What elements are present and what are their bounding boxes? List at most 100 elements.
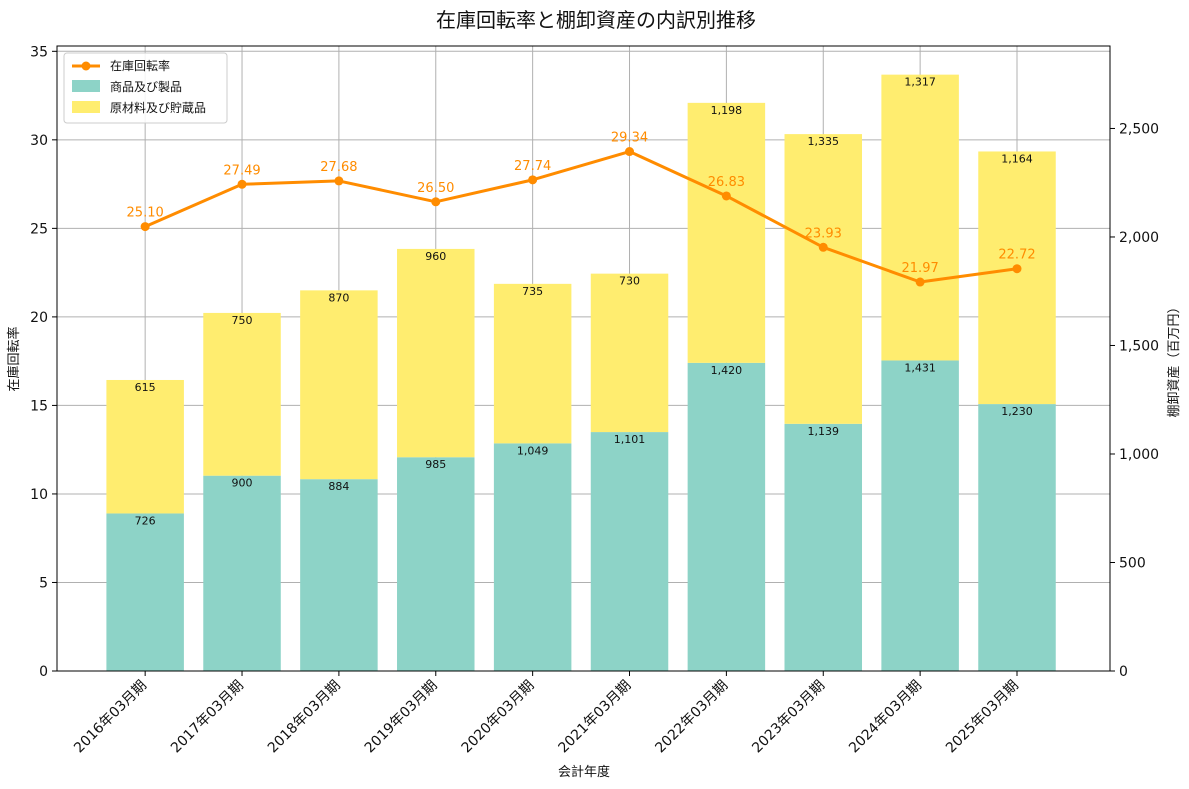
bar-products	[203, 475, 281, 671]
turnover-label: 27.74	[514, 159, 551, 174]
bar-label-materials: 1,198	[711, 104, 743, 117]
bar-label-products: 1,431	[904, 361, 936, 374]
turnover-point	[818, 242, 828, 252]
x-tick-label: 2016年03月期	[71, 678, 150, 757]
bar-materials	[881, 74, 959, 361]
line-series	[140, 147, 1022, 287]
x-tick-label: 2018年03月期	[265, 678, 344, 757]
bar-products	[784, 423, 863, 671]
turnover-label: 25.10	[127, 206, 164, 221]
legend-label-products: 商品及び製品	[110, 79, 182, 94]
x-tick-label: 2017年03月期	[168, 678, 247, 757]
x-tick-label: 2024年03月期	[846, 678, 925, 757]
bar-label-products: 1,101	[614, 433, 646, 446]
turnover-point	[915, 277, 925, 287]
x-tick-label: 2022年03月期	[652, 678, 731, 757]
bar-label-materials: 870	[328, 291, 349, 304]
bar-label-products: 1,230	[1001, 405, 1033, 418]
bar-label-materials: 1,164	[1001, 152, 1033, 165]
right-tick-label: 500	[1119, 555, 1146, 571]
right-tick-label: 2,500	[1119, 121, 1159, 137]
left-tick-label: 20	[30, 310, 48, 326]
bar-products	[687, 362, 766, 671]
left-tick-label: 35	[30, 44, 48, 60]
turnover-point	[237, 179, 247, 189]
turnover-point	[1012, 264, 1022, 274]
turnover-label: 26.50	[417, 181, 454, 196]
bar-label-materials: 960	[425, 250, 446, 263]
y-axis-left-label: 在庫回転率	[6, 326, 22, 391]
turnover-label: 27.49	[223, 163, 260, 178]
bar-materials	[978, 151, 1056, 405]
left-tick-label: 30	[30, 133, 48, 149]
bar-materials	[106, 379, 184, 514]
bar-label-materials: 1,317	[904, 76, 936, 89]
left-axis: 0 5 10 15 20 25 30 35	[30, 44, 57, 680]
right-tick-label: 1,500	[1119, 338, 1159, 354]
bars	[106, 74, 1056, 671]
bar-products	[106, 513, 184, 671]
x-tick-label: 2021年03月期	[556, 678, 635, 757]
turnover-label: 27.68	[320, 160, 357, 175]
turnover-point	[431, 197, 441, 207]
bar-products	[493, 443, 572, 671]
legend-box	[63, 52, 228, 124]
legend-line-marker	[81, 61, 91, 71]
chart-title: 在庫回転率と棚卸資産の内訳別推移	[436, 8, 756, 32]
y-axis-right-label: 棚卸資産（百万円）	[1166, 300, 1182, 417]
right-tick-label: 1,000	[1119, 447, 1159, 463]
turnover-point	[625, 147, 635, 157]
bar-materials	[397, 248, 475, 458]
turnover-point	[334, 176, 344, 186]
turnover-point	[528, 175, 538, 185]
x-tick-label: 2020年03月期	[459, 678, 538, 757]
bar-label-materials: 735	[522, 285, 543, 298]
bar-label-materials: 1,335	[808, 135, 840, 148]
turnover-line	[144, 150, 1018, 284]
bar-products	[590, 432, 669, 671]
bar-materials	[203, 312, 281, 476]
legend-swatch-products	[72, 80, 100, 92]
x-tick-label: 2025年03月期	[943, 678, 1022, 757]
bar-materials	[687, 102, 766, 363]
bar-label-products: 1,420	[711, 364, 743, 377]
left-tick-label: 25	[30, 221, 48, 237]
bar-products	[978, 404, 1056, 671]
bar-label-products: 900	[232, 477, 253, 490]
bar-label-products: 884	[328, 480, 349, 493]
bar-materials	[300, 290, 378, 480]
legend-label-materials: 原材料及び貯蔵品	[110, 101, 206, 115]
x-axis: 2016年03月期 2017年03月期 2018年03月期 2019年03月期 2020…	[71, 671, 1022, 756]
turnover-label: 21.97	[902, 261, 939, 276]
x-tick-label: 2019年03月期	[362, 678, 441, 757]
turnover-point	[721, 191, 731, 201]
turnover-label: 26.83	[708, 175, 745, 190]
bar-materials	[493, 283, 572, 444]
legend-swatch-materials	[72, 101, 100, 113]
left-tick-label: 0	[39, 664, 48, 680]
bar-label-materials: 615	[135, 381, 156, 394]
bar-materials	[590, 273, 669, 433]
right-axis: 0 500 1,000 1,500 2,000 2,500	[1110, 121, 1159, 680]
legend-label-turnover: 在庫回転率	[110, 58, 170, 73]
bar-materials	[784, 134, 863, 424]
bar-label-products: 985	[425, 458, 446, 471]
bar-label-products: 1,049	[517, 444, 549, 457]
right-tick-label: 0	[1119, 664, 1128, 680]
bar-products	[300, 479, 378, 671]
turnover-label: 22.72	[998, 248, 1035, 263]
bar-label-products: 1,139	[808, 425, 840, 438]
left-tick-label: 10	[30, 487, 48, 503]
data-labels: 726 615 900 750 884 870 985 960 1,049 735 1,101 730…	[127, 76, 1036, 528]
bar-label-materials: 750	[232, 314, 253, 327]
bar-products	[397, 457, 475, 671]
left-tick-label: 15	[30, 398, 48, 414]
right-tick-label: 2,000	[1119, 230, 1159, 246]
turnover-label: 29.34	[611, 131, 648, 146]
turnover-point	[140, 222, 150, 232]
turnover-label: 23.93	[805, 226, 842, 241]
x-axis-label: 会計年度	[558, 764, 610, 780]
bar-label-products: 726	[135, 514, 156, 527]
